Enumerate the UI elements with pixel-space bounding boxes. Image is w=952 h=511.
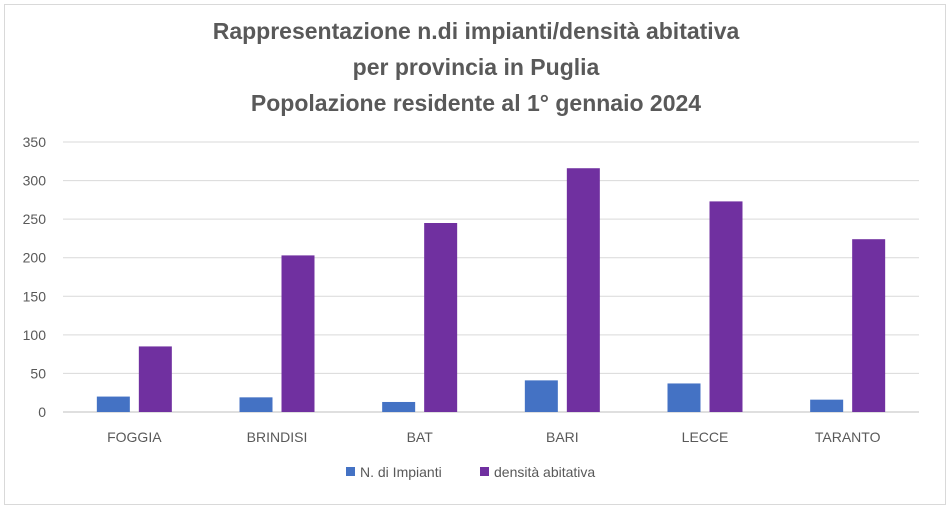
x-tick-label: LECCE	[682, 429, 729, 445]
bar-densit-abitativa-bat	[424, 223, 458, 412]
x-tick-label: BARI	[546, 429, 579, 445]
x-tick-label: FOGGIA	[107, 429, 162, 445]
bar-densit-abitativa-bari	[566, 168, 600, 412]
y-tick-label: 250	[23, 211, 47, 227]
chart-title-line-3: Popolazione residente al 1° gennaio 2024	[250, 90, 702, 116]
bar-n-di-impianti-brindisi	[239, 397, 273, 412]
chart-title-line-2: per provincia in Puglia	[352, 54, 600, 80]
legend-label: N. di Impianti	[360, 464, 442, 480]
y-tick-label: 200	[23, 250, 47, 266]
y-tick-label: 0	[38, 404, 46, 420]
x-tick-label: BAT	[407, 429, 434, 445]
chart-frame	[4, 4, 946, 505]
bar-densit-abitativa-brindisi	[281, 255, 315, 412]
bar-densit-abitativa-taranto	[852, 239, 886, 412]
bar-n-di-impianti-lecce	[667, 383, 701, 412]
x-tick-label: TARANTO	[815, 429, 881, 445]
y-tick-label: 100	[23, 327, 47, 343]
y-tick-label: 150	[23, 288, 47, 304]
chart-title-line-1: Rappresentazione n.di impianti/densità a…	[212, 18, 740, 44]
legend-swatch	[480, 467, 489, 476]
bar-densit-abitativa-lecce	[709, 201, 743, 412]
y-tick-label: 300	[23, 173, 47, 189]
bar-n-di-impianti-foggia	[96, 396, 130, 412]
bar-n-di-impianti-bat	[382, 401, 416, 412]
legend-swatch	[346, 467, 355, 476]
legend-label: densità abitativa	[494, 464, 595, 480]
bar-n-di-impianti-taranto	[810, 399, 844, 412]
y-tick-label: 50	[30, 365, 46, 381]
bar-densit-abitativa-foggia	[138, 346, 172, 412]
y-tick-label: 350	[23, 134, 47, 150]
x-tick-label: BRINDISI	[247, 429, 308, 445]
bar-n-di-impianti-bari	[524, 380, 558, 412]
